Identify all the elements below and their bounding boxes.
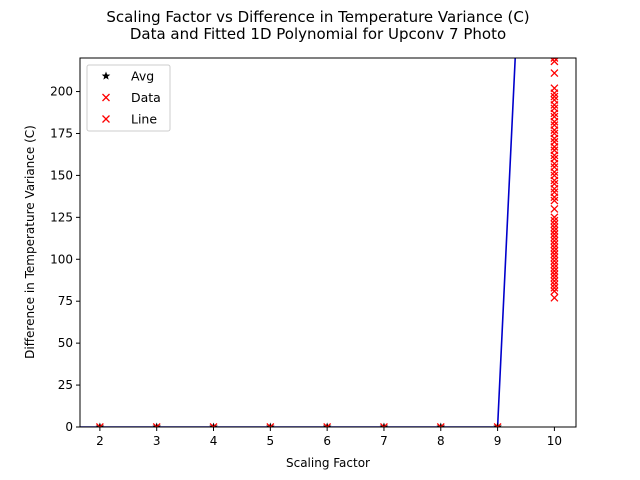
- y-axis: 0 25 50 75 100 125 150 175 200: [50, 85, 80, 434]
- data-point: [550, 84, 559, 93]
- legend-label-avg: Avg: [131, 69, 154, 84]
- data-point: [550, 58, 559, 62]
- avg-point: [152, 422, 161, 427]
- data-point: [550, 154, 559, 163]
- avg-point: [322, 422, 332, 427]
- plot-frame: [79, 57, 577, 428]
- avg-point: [493, 422, 502, 427]
- data-point: [550, 273, 559, 282]
- data-point: [550, 236, 559, 245]
- data-point: [323, 423, 332, 427]
- data-point: [550, 112, 559, 121]
- data-point: [550, 230, 559, 239]
- data-point: [550, 263, 559, 272]
- chart-title: Scaling Factor vs Difference in Temperat…: [106, 8, 529, 26]
- data-point: [550, 95, 559, 104]
- y-tick-label: 0: [65, 420, 73, 434]
- x-tick-label: 2: [96, 434, 104, 448]
- data-point: [209, 423, 218, 427]
- legend-box: [86, 64, 171, 132]
- legend-label-data: Data: [131, 90, 161, 105]
- x-axis-label: Scaling Factor: [286, 456, 370, 470]
- data-point: [550, 256, 559, 265]
- data-point: [550, 171, 559, 180]
- chart-subtitle: Data and Fitted 1D Polynomial for Upconv…: [130, 25, 506, 43]
- data-point: [550, 253, 559, 262]
- data-point: [550, 287, 559, 296]
- data-point: [380, 423, 388, 427]
- data-point: [266, 423, 275, 427]
- x-tick-label: 3: [153, 434, 161, 448]
- y-tick-label: 50: [58, 336, 73, 350]
- legend-avg-marker: [101, 71, 111, 80]
- y-tick-label: 125: [50, 210, 73, 224]
- y-tick-label: 200: [50, 85, 73, 99]
- x-axis: 2 3 4 5 6 7 8 9 10: [96, 427, 562, 448]
- data-point: [550, 260, 559, 269]
- x-tick-label: 5: [267, 434, 275, 448]
- data-point: [550, 163, 559, 171]
- data-point: [550, 270, 559, 279]
- avg-point: [266, 422, 275, 427]
- data-point: [550, 250, 559, 259]
- x-tick-label: 8: [437, 434, 445, 448]
- y-axis-label: Difference in Temperature Variance (C): [23, 125, 37, 359]
- data-point: [550, 220, 559, 229]
- fit-line: [80, 58, 517, 427]
- legend-label-line: Line: [131, 112, 157, 127]
- data-point: [550, 104, 559, 113]
- data-point: [550, 293, 559, 302]
- x-tick-label: 7: [380, 434, 388, 448]
- y-tick-label: 75: [58, 294, 73, 308]
- legend: Avg Data Line: [86, 64, 171, 132]
- data-point: [95, 423, 104, 427]
- data-point: [550, 188, 559, 197]
- data-point: [550, 226, 559, 235]
- plot-area: [80, 58, 559, 427]
- data-point: [550, 179, 559, 188]
- data-point: [550, 146, 559, 155]
- legend-line-marker: [102, 115, 110, 123]
- data-point: [550, 92, 559, 101]
- data-point: [550, 267, 559, 275]
- data-point: [550, 283, 559, 292]
- data-point: [550, 69, 559, 78]
- y-tick-label: 25: [58, 378, 73, 392]
- avg-point: [379, 422, 389, 427]
- avg-point: [209, 422, 218, 427]
- x-tick-label: 9: [494, 434, 502, 448]
- legend-data-marker: [102, 93, 110, 102]
- data-point: [550, 213, 559, 222]
- data-point: [550, 137, 559, 146]
- data-point: [550, 121, 559, 130]
- avg-point: [95, 422, 105, 427]
- data-point: [550, 246, 559, 255]
- y-tick-label: 100: [50, 252, 73, 266]
- data-point: [550, 223, 559, 232]
- data-point: [550, 204, 559, 213]
- data-point: [550, 280, 559, 289]
- y-tick-label: 150: [50, 168, 73, 182]
- data-point: [550, 216, 559, 225]
- data-point: [550, 233, 559, 242]
- y-tick-label: 175: [50, 126, 73, 140]
- data-point: [550, 58, 559, 66]
- x-tick-label: 4: [210, 434, 218, 448]
- x-tick-label: 10: [547, 434, 562, 448]
- data-point: [550, 243, 559, 252]
- data-point: [493, 423, 502, 427]
- avg-point: [436, 422, 446, 427]
- data-point: [436, 423, 445, 427]
- data-point: [550, 196, 559, 205]
- data-point: [550, 277, 559, 286]
- data-point: [550, 240, 559, 249]
- data-point: [152, 423, 161, 427]
- x-tick-label: 6: [323, 434, 331, 448]
- data-point: [550, 129, 559, 138]
